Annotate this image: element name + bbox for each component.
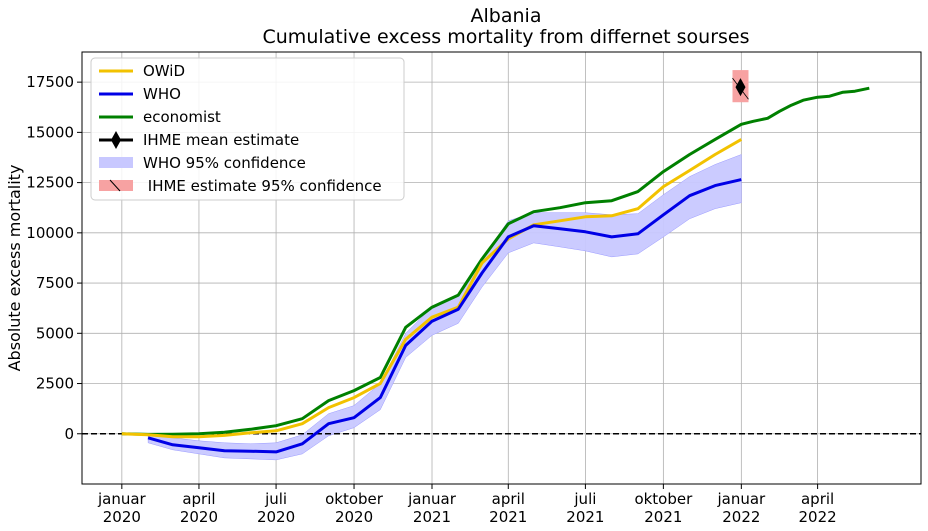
x-tick-label-month: april bbox=[801, 490, 834, 508]
legend-label-economist: economist bbox=[143, 108, 221, 126]
series-lines bbox=[121, 86, 870, 454]
x-tick-label-month: april bbox=[492, 490, 525, 508]
legend-label-who: WHO bbox=[143, 85, 181, 103]
chart-subtitle: Cumulative excess mortality from differn… bbox=[263, 26, 750, 48]
x-axis-ticks: januar2020april2020juli2020oktober2020ja… bbox=[97, 484, 837, 526]
series-line-economist bbox=[121, 86, 870, 436]
x-tick-label-month: juli bbox=[264, 490, 287, 508]
y-tick-label: 12500 bbox=[26, 174, 74, 192]
ihme-mean-marker bbox=[735, 78, 746, 97]
chart-title: Albania bbox=[471, 5, 542, 27]
legend-box bbox=[90, 57, 405, 201]
x-tick-label-year: 2021 bbox=[566, 508, 604, 526]
x-tick-label-month: januar bbox=[716, 490, 766, 508]
ihme-estimate bbox=[732, 70, 749, 103]
series-line-who bbox=[147, 178, 742, 454]
y-tick-label: 5000 bbox=[36, 324, 74, 342]
legend: OWiD WHO economist IHME mean estimate WH… bbox=[90, 57, 405, 201]
x-tick-label-year: 2020 bbox=[257, 508, 295, 526]
y-axis-label: Absolute excess mortality bbox=[5, 165, 24, 372]
x-tick-label-month: januar bbox=[407, 490, 457, 508]
x-tick-label-year: 2022 bbox=[722, 508, 760, 526]
x-tick-label-year: 2020 bbox=[335, 508, 373, 526]
x-tick-label-month: april bbox=[182, 490, 215, 508]
confidence-bands bbox=[147, 154, 742, 461]
series-line-owid bbox=[121, 138, 743, 439]
x-tick-label-year: 2020 bbox=[180, 508, 218, 526]
legend-swatch-ihme-mean-marker bbox=[111, 131, 121, 149]
x-tick-label-month: juli bbox=[573, 490, 596, 508]
legend-swatch-ihme-ci-hatch bbox=[109, 179, 121, 192]
y-axis-ticks: 0 2500 5000 7500 10000 12500 15000 17500 bbox=[26, 73, 82, 443]
legend-label-ihme-ci: IHME estimate 95% confidence bbox=[143, 177, 382, 195]
y-tick-label: 7500 bbox=[36, 274, 74, 292]
x-tick-label-month: oktober bbox=[325, 490, 384, 508]
legend-swatch-ihme-ci bbox=[99, 180, 133, 191]
x-tick-label-month: oktober bbox=[634, 490, 693, 508]
legend-swatch-who-ci bbox=[99, 157, 133, 168]
x-tick-label-year: 2020 bbox=[103, 508, 141, 526]
legend-label-ihme-mean: IHME mean estimate bbox=[143, 131, 299, 149]
y-tick-label: 0 bbox=[64, 425, 74, 443]
x-tick-label-month: januar bbox=[97, 490, 147, 508]
x-tick-label-year: 2021 bbox=[413, 508, 451, 526]
y-tick-label: 2500 bbox=[36, 375, 74, 393]
x-tick-label-year: 2021 bbox=[489, 508, 527, 526]
y-tick-label: 15000 bbox=[26, 123, 74, 141]
x-tick-label-year: 2022 bbox=[799, 508, 837, 526]
plot-frame bbox=[81, 51, 922, 485]
x-tick-label-year: 2021 bbox=[644, 508, 682, 526]
legend-label-owid: OWiD bbox=[143, 62, 185, 80]
legend-label-who-ci: WHO 95% confidence bbox=[143, 154, 306, 172]
y-tick-label: 10000 bbox=[26, 224, 74, 242]
who-confidence-band bbox=[147, 154, 742, 461]
y-tick-label: 17500 bbox=[26, 73, 74, 91]
